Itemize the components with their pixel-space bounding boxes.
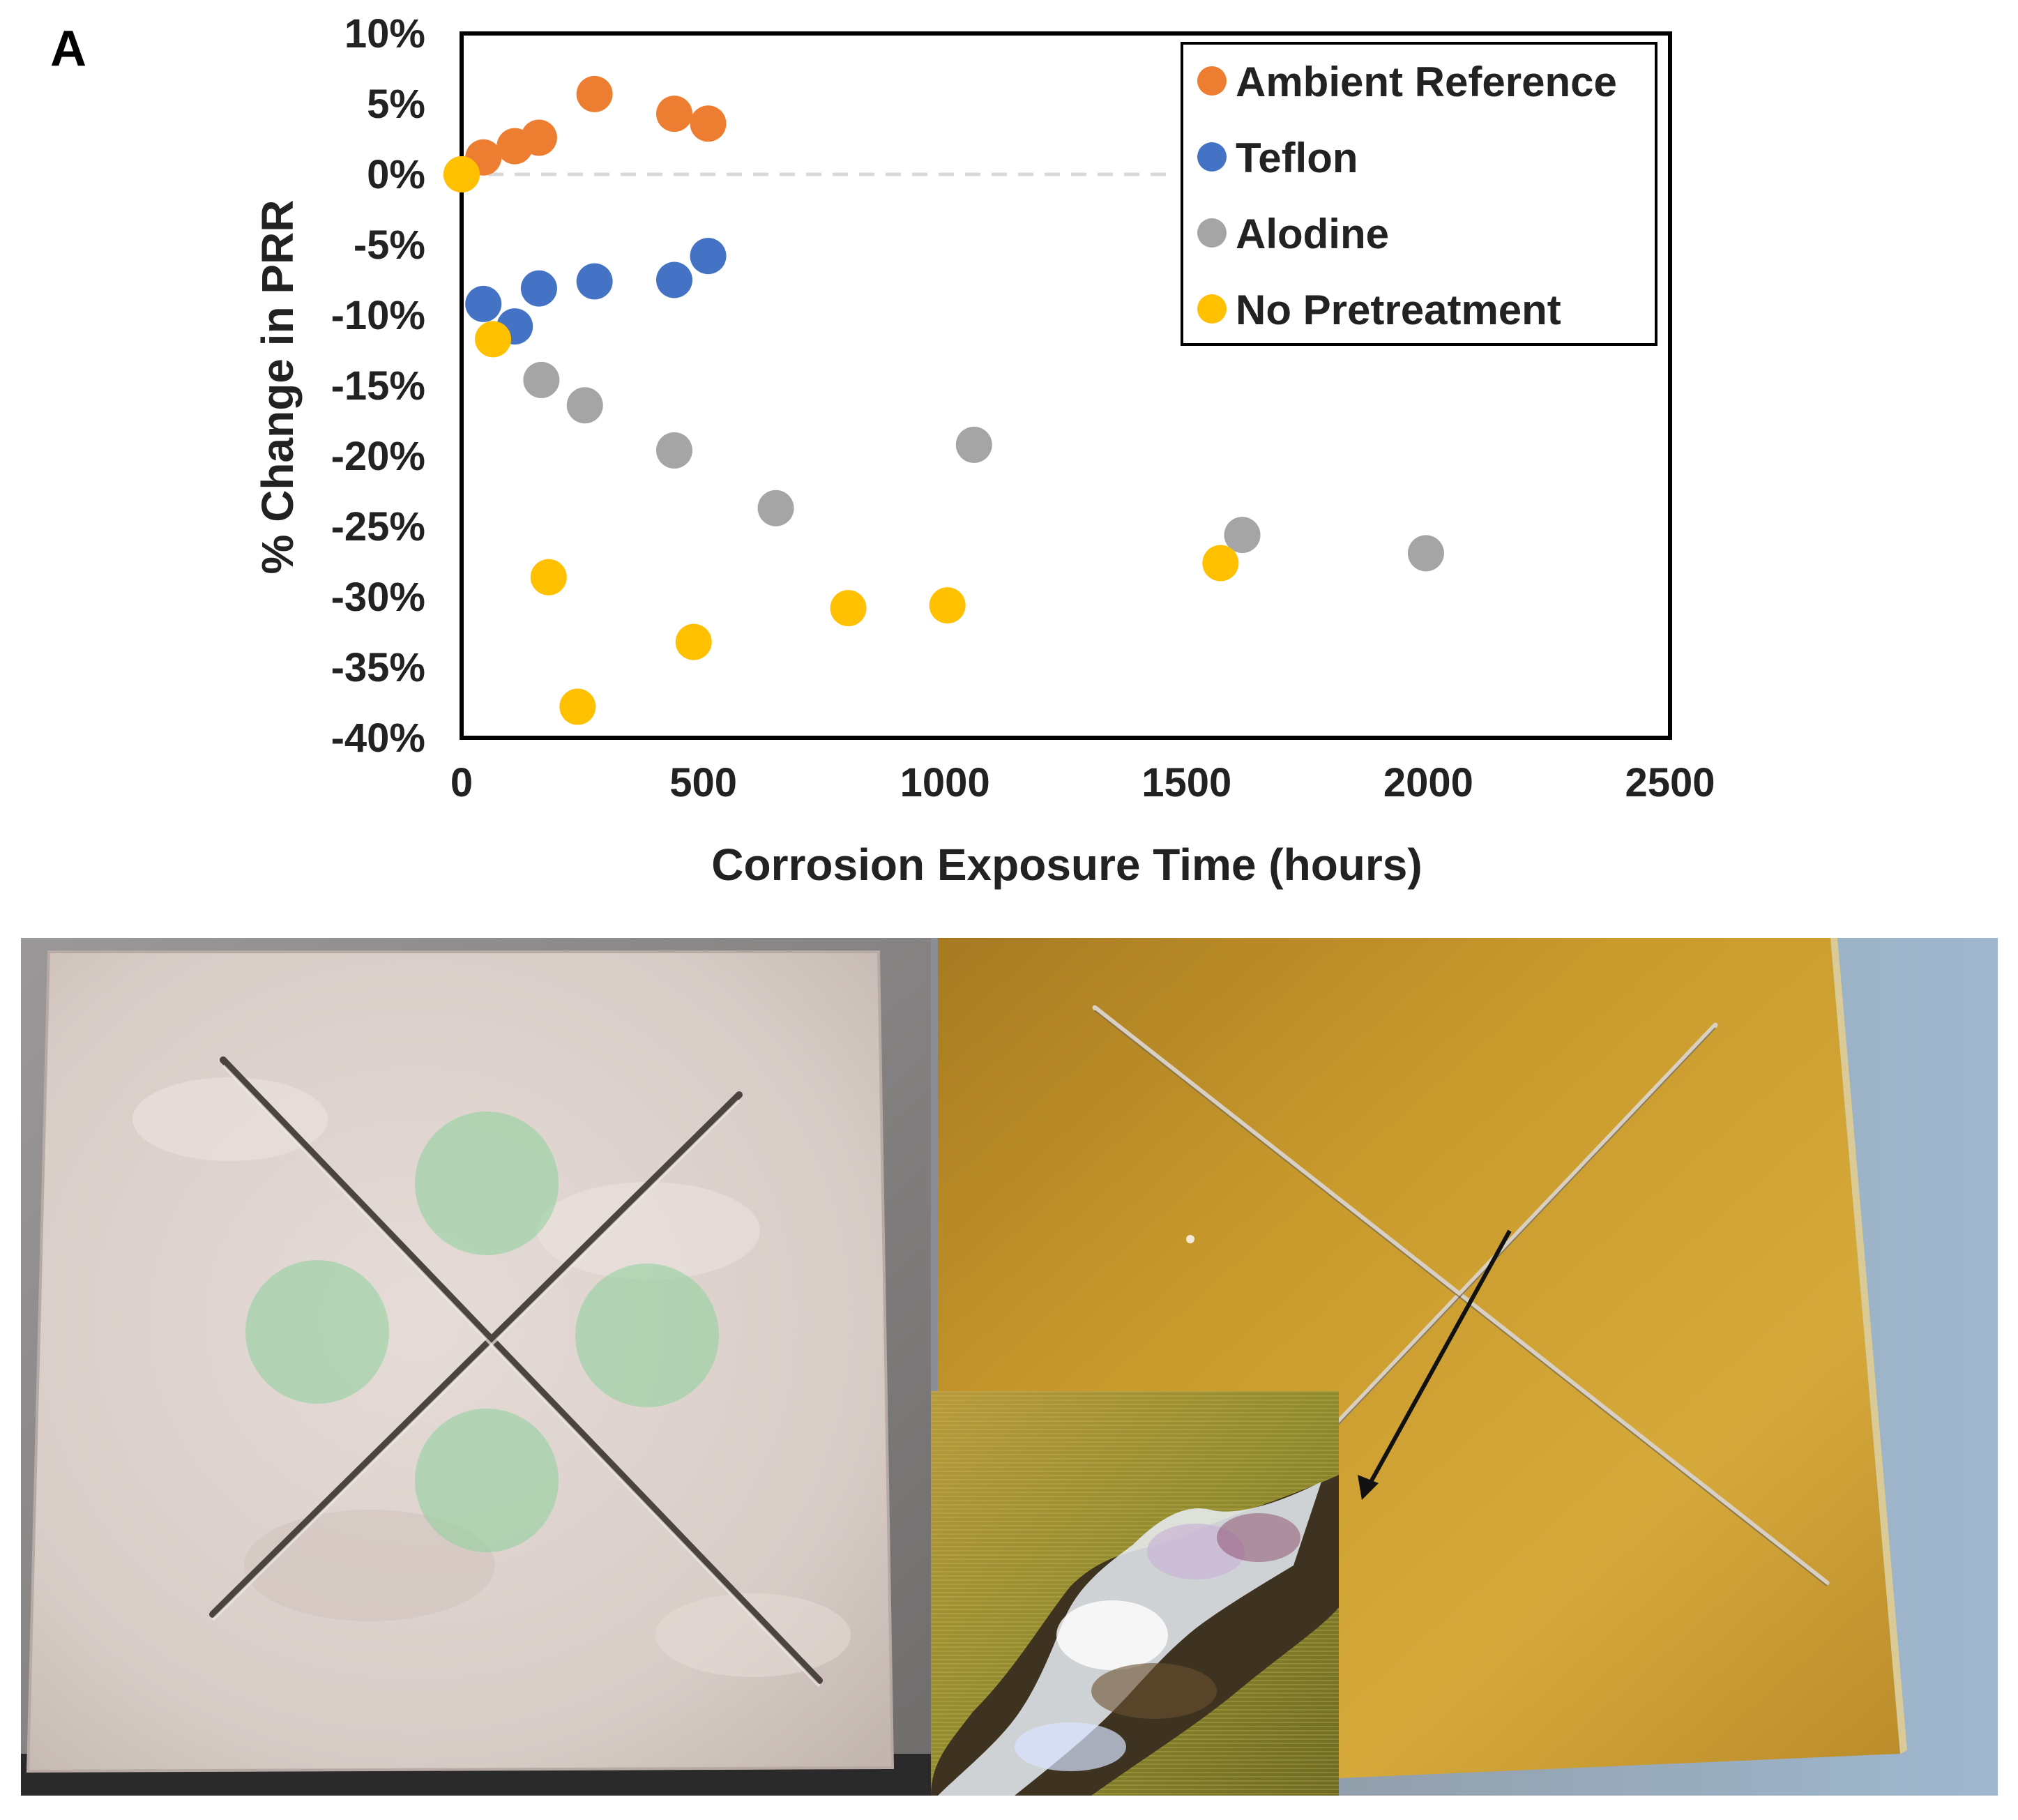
- x-tick-label: 2500: [1625, 760, 1715, 805]
- y-tick-label: 10%: [344, 11, 425, 56]
- data-point: [566, 387, 603, 424]
- legend-marker: [1197, 66, 1227, 96]
- measurement-spot-bottom: [415, 1409, 559, 1552]
- legend-label: No Pretreatment: [1236, 287, 1561, 333]
- data-point: [559, 688, 596, 725]
- y-tick-label: -30%: [331, 575, 425, 620]
- data-point: [443, 156, 480, 192]
- data-point: [576, 263, 613, 300]
- photo-panel-c: [931, 938, 1998, 1796]
- data-point: [955, 426, 992, 463]
- scatter-chart: 10% 5% 0% -5% -10% -15% -20% -25% -30% -35% -40% 0…: [252, 11, 1715, 890]
- legend-label: Teflon: [1236, 135, 1358, 181]
- data-point: [656, 261, 693, 298]
- data-point: [1407, 535, 1444, 572]
- x-axis-label: Corrosion Exposure Time (hours): [711, 840, 1422, 890]
- y-tick-label: -10%: [331, 293, 425, 338]
- measurement-spot-left: [245, 1260, 389, 1404]
- x-tick-label: 0: [450, 760, 473, 805]
- data-point: [530, 559, 567, 596]
- x-tick-label: 2000: [1383, 760, 1473, 805]
- legend-box: [1181, 42, 1657, 346]
- x-tick-label: 1000: [900, 760, 990, 805]
- data-point: [465, 285, 502, 322]
- data-points: [443, 75, 1444, 725]
- plot-frame: [460, 31, 1672, 740]
- data-point: [1224, 517, 1261, 554]
- y-tick-label: -15%: [331, 363, 425, 409]
- legend: Ambient Reference Teflon Alodine No Pretrea…: [1181, 42, 1657, 346]
- y-tick-label: -35%: [331, 645, 425, 690]
- data-point: [656, 96, 693, 132]
- measurement-spot-right: [575, 1264, 719, 1407]
- y-tick-label: -25%: [331, 504, 425, 549]
- x-axis-ticks: 0 500 1000 1500 2000 2500: [450, 760, 1715, 805]
- data-point: [830, 590, 867, 627]
- y-tick-label: 0%: [367, 152, 425, 197]
- photo-panel-b: [21, 938, 945, 1796]
- x-tick-label: 500: [669, 760, 737, 805]
- data-point: [690, 238, 727, 275]
- measurement-spot-top: [415, 1112, 559, 1255]
- y-tick-label: 5%: [367, 82, 425, 127]
- y-axis-label: % Change in PRR: [252, 200, 303, 575]
- data-point: [475, 321, 512, 358]
- y-tick-label: -40%: [331, 715, 425, 761]
- legend-marker: [1197, 294, 1227, 324]
- data-point: [690, 105, 727, 142]
- microscope-inset: [931, 1391, 1339, 1796]
- legend-marker: [1197, 142, 1227, 172]
- legend-marker: [1197, 218, 1227, 248]
- panel-label-a: A: [50, 21, 86, 77]
- legend-label: Ambient Reference: [1236, 59, 1617, 105]
- y-tick-label: -5%: [354, 222, 425, 268]
- data-point: [576, 75, 613, 112]
- scribe-line-1: [220, 1056, 823, 1684]
- data-point: [520, 270, 557, 307]
- y-tick-label: -20%: [331, 434, 425, 479]
- data-point: [520, 119, 557, 156]
- legend-label: Alodine: [1236, 211, 1389, 257]
- inset-pointer-arrow: [1361, 1229, 1512, 1497]
- data-point: [656, 432, 693, 469]
- data-point: [523, 361, 560, 398]
- data-point: [757, 490, 794, 526]
- data-point: [1202, 545, 1239, 582]
- x-tick-label: 1500: [1141, 760, 1231, 805]
- data-point: [929, 587, 966, 624]
- y-axis-ticks: 10% 5% 0% -5% -10% -15% -20% -25% -30% -35% -40%: [331, 11, 425, 761]
- scribe-line-2: [1312, 1022, 1718, 1450]
- scribe-line-2: [209, 1091, 743, 1618]
- data-point: [675, 623, 712, 660]
